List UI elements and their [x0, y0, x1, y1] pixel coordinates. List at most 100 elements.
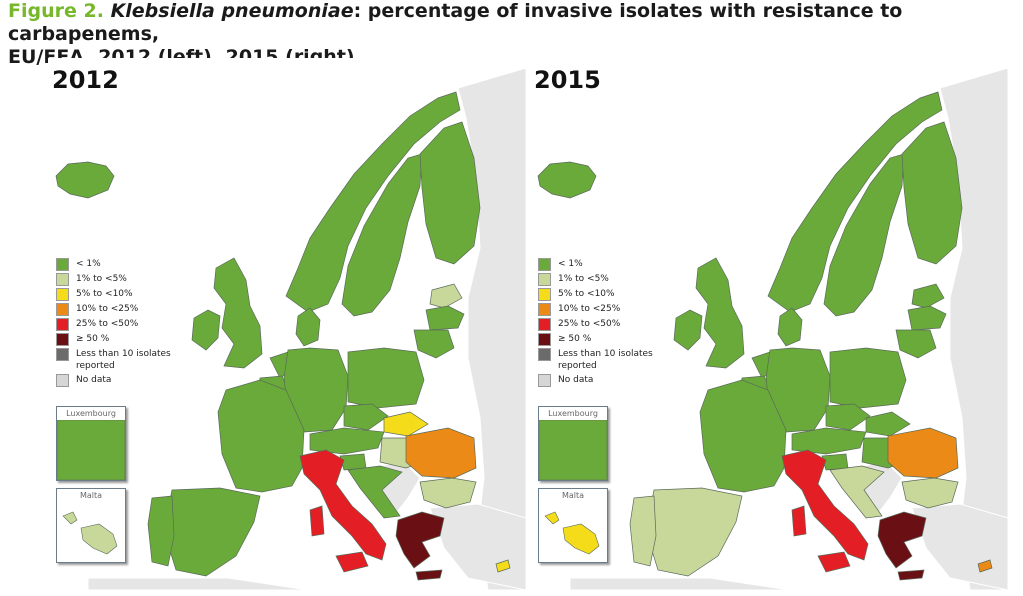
legend-item: < 1%	[538, 258, 688, 273]
country-croatia	[347, 465, 403, 519]
non-eea-land	[429, 503, 526, 590]
legend-label: No data	[558, 375, 594, 385]
country-denmark	[777, 307, 803, 347]
legend-label: < 1%	[558, 259, 583, 269]
non-eea-land	[569, 577, 791, 590]
legend-item: ≥ 50 %	[56, 333, 206, 348]
legend-item: 5% to <10%	[538, 288, 688, 303]
legend-label: 1% to <5%	[76, 274, 127, 284]
country-iceland	[55, 161, 115, 199]
luxembourg-inset-map	[57, 420, 125, 480]
country-italy	[299, 449, 387, 561]
malta-inset: Malta	[538, 488, 608, 563]
legend-swatch	[538, 333, 551, 346]
legend-label: 25% to <50%	[558, 319, 621, 329]
legend-item: ≥ 50 %	[538, 333, 688, 348]
country-bulgaria	[419, 477, 477, 509]
luxembourg-inset-title: Luxembourg	[548, 409, 598, 418]
country-iceland	[537, 161, 597, 199]
figure-title: Figure 2. Klebsiella pneumoniae: percent…	[8, 0, 1018, 69]
country-greece	[877, 511, 927, 569]
malta-inset-title: Malta	[561, 491, 585, 500]
legend-swatch	[538, 273, 551, 286]
country-portugal	[147, 495, 175, 567]
country-france	[217, 379, 305, 493]
legend-label: 10% to <25%	[76, 304, 139, 314]
legend-item: Less than 10 isolates reported	[538, 348, 688, 374]
europe-map	[537, 67, 1008, 590]
legend-swatch	[56, 318, 69, 331]
figure-label: Figure 2.	[8, 0, 104, 22]
species-name: Klebsiella pneumoniae	[110, 0, 354, 22]
malta-inset-map	[62, 511, 118, 555]
luxembourg-inset: Luxembourg	[538, 406, 608, 481]
country-ireland	[191, 309, 221, 351]
non-eea-land	[911, 503, 1008, 590]
country-sweden	[823, 153, 905, 317]
legend-label: No data	[76, 375, 112, 385]
country-luxembourg	[57, 420, 125, 480]
country-croatia	[829, 465, 885, 519]
country-finland	[419, 121, 481, 265]
legend-item: 10% to <25%	[56, 303, 206, 318]
legend-item: < 1%	[56, 258, 206, 273]
country-france	[699, 379, 787, 493]
country-malta	[544, 511, 600, 555]
legend-swatch	[56, 273, 69, 286]
malta-inset: Malta	[56, 488, 126, 563]
malta-inset-title: Malta	[79, 491, 103, 500]
country-crete	[415, 569, 443, 581]
legend-swatch	[56, 374, 69, 387]
legend-swatch	[56, 288, 69, 301]
luxembourg-inset: Luxembourg	[56, 406, 126, 481]
legend-label: 1% to <5%	[558, 274, 609, 284]
legend-label: 10% to <25%	[558, 304, 621, 314]
country-cyprus	[495, 559, 511, 573]
legend-swatch	[538, 348, 551, 361]
country-spain	[165, 487, 261, 577]
country-poland	[829, 347, 907, 409]
legend-item: 25% to <50%	[56, 318, 206, 333]
legend-label: < 1%	[76, 259, 101, 269]
legend-label: 5% to <10%	[558, 289, 615, 299]
map-panel-2012: 2012 < 1% 1% to <5% 5% to <10% 10% to <25% 25…	[48, 58, 526, 590]
legend-label: Less than 10 isolates reported	[558, 349, 653, 371]
legend-label: ≥ 50 %	[76, 334, 110, 344]
legend-item: 1% to <5%	[56, 273, 206, 288]
country-slovenia	[339, 453, 367, 471]
country-czechia	[825, 403, 871, 431]
country-crete	[897, 569, 925, 581]
country-slovakia	[383, 411, 429, 437]
legend-swatch	[56, 303, 69, 316]
europe-map	[55, 67, 526, 590]
country-czechia	[343, 403, 389, 431]
country-poland	[347, 347, 425, 409]
legend-label: Less than 10 isolates reported	[76, 349, 171, 371]
country-lithuania	[895, 329, 937, 359]
country-cyprus	[977, 559, 993, 573]
country-luxembourg	[539, 420, 607, 480]
legend-item: 1% to <5%	[538, 273, 688, 288]
country-italy	[781, 449, 869, 561]
legend-label: 25% to <50%	[76, 319, 139, 329]
country-latvia	[425, 305, 465, 331]
country-romania	[405, 427, 477, 479]
legend: < 1% 1% to <5% 5% to <10% 10% to <25% 25% to…	[56, 258, 206, 389]
country-spain	[647, 487, 743, 577]
country-slovakia	[865, 411, 911, 437]
legend-item: No data	[538, 374, 688, 389]
legend-item: No data	[56, 374, 206, 389]
malta-inset-map	[544, 511, 600, 555]
country-portugal	[629, 495, 657, 567]
legend-item: 25% to <50%	[538, 318, 688, 333]
title-text: : percentage of invasive isolates with r…	[8, 0, 903, 45]
map-year-label: 2015	[534, 66, 601, 94]
country-slovenia	[821, 453, 849, 471]
legend-swatch	[538, 258, 551, 271]
country-romania	[887, 427, 959, 479]
non-eea-land	[87, 577, 309, 590]
luxembourg-inset-title: Luxembourg	[66, 409, 116, 418]
legend-swatch	[56, 348, 69, 361]
country-norway	[767, 91, 943, 313]
legend-swatch	[56, 258, 69, 271]
